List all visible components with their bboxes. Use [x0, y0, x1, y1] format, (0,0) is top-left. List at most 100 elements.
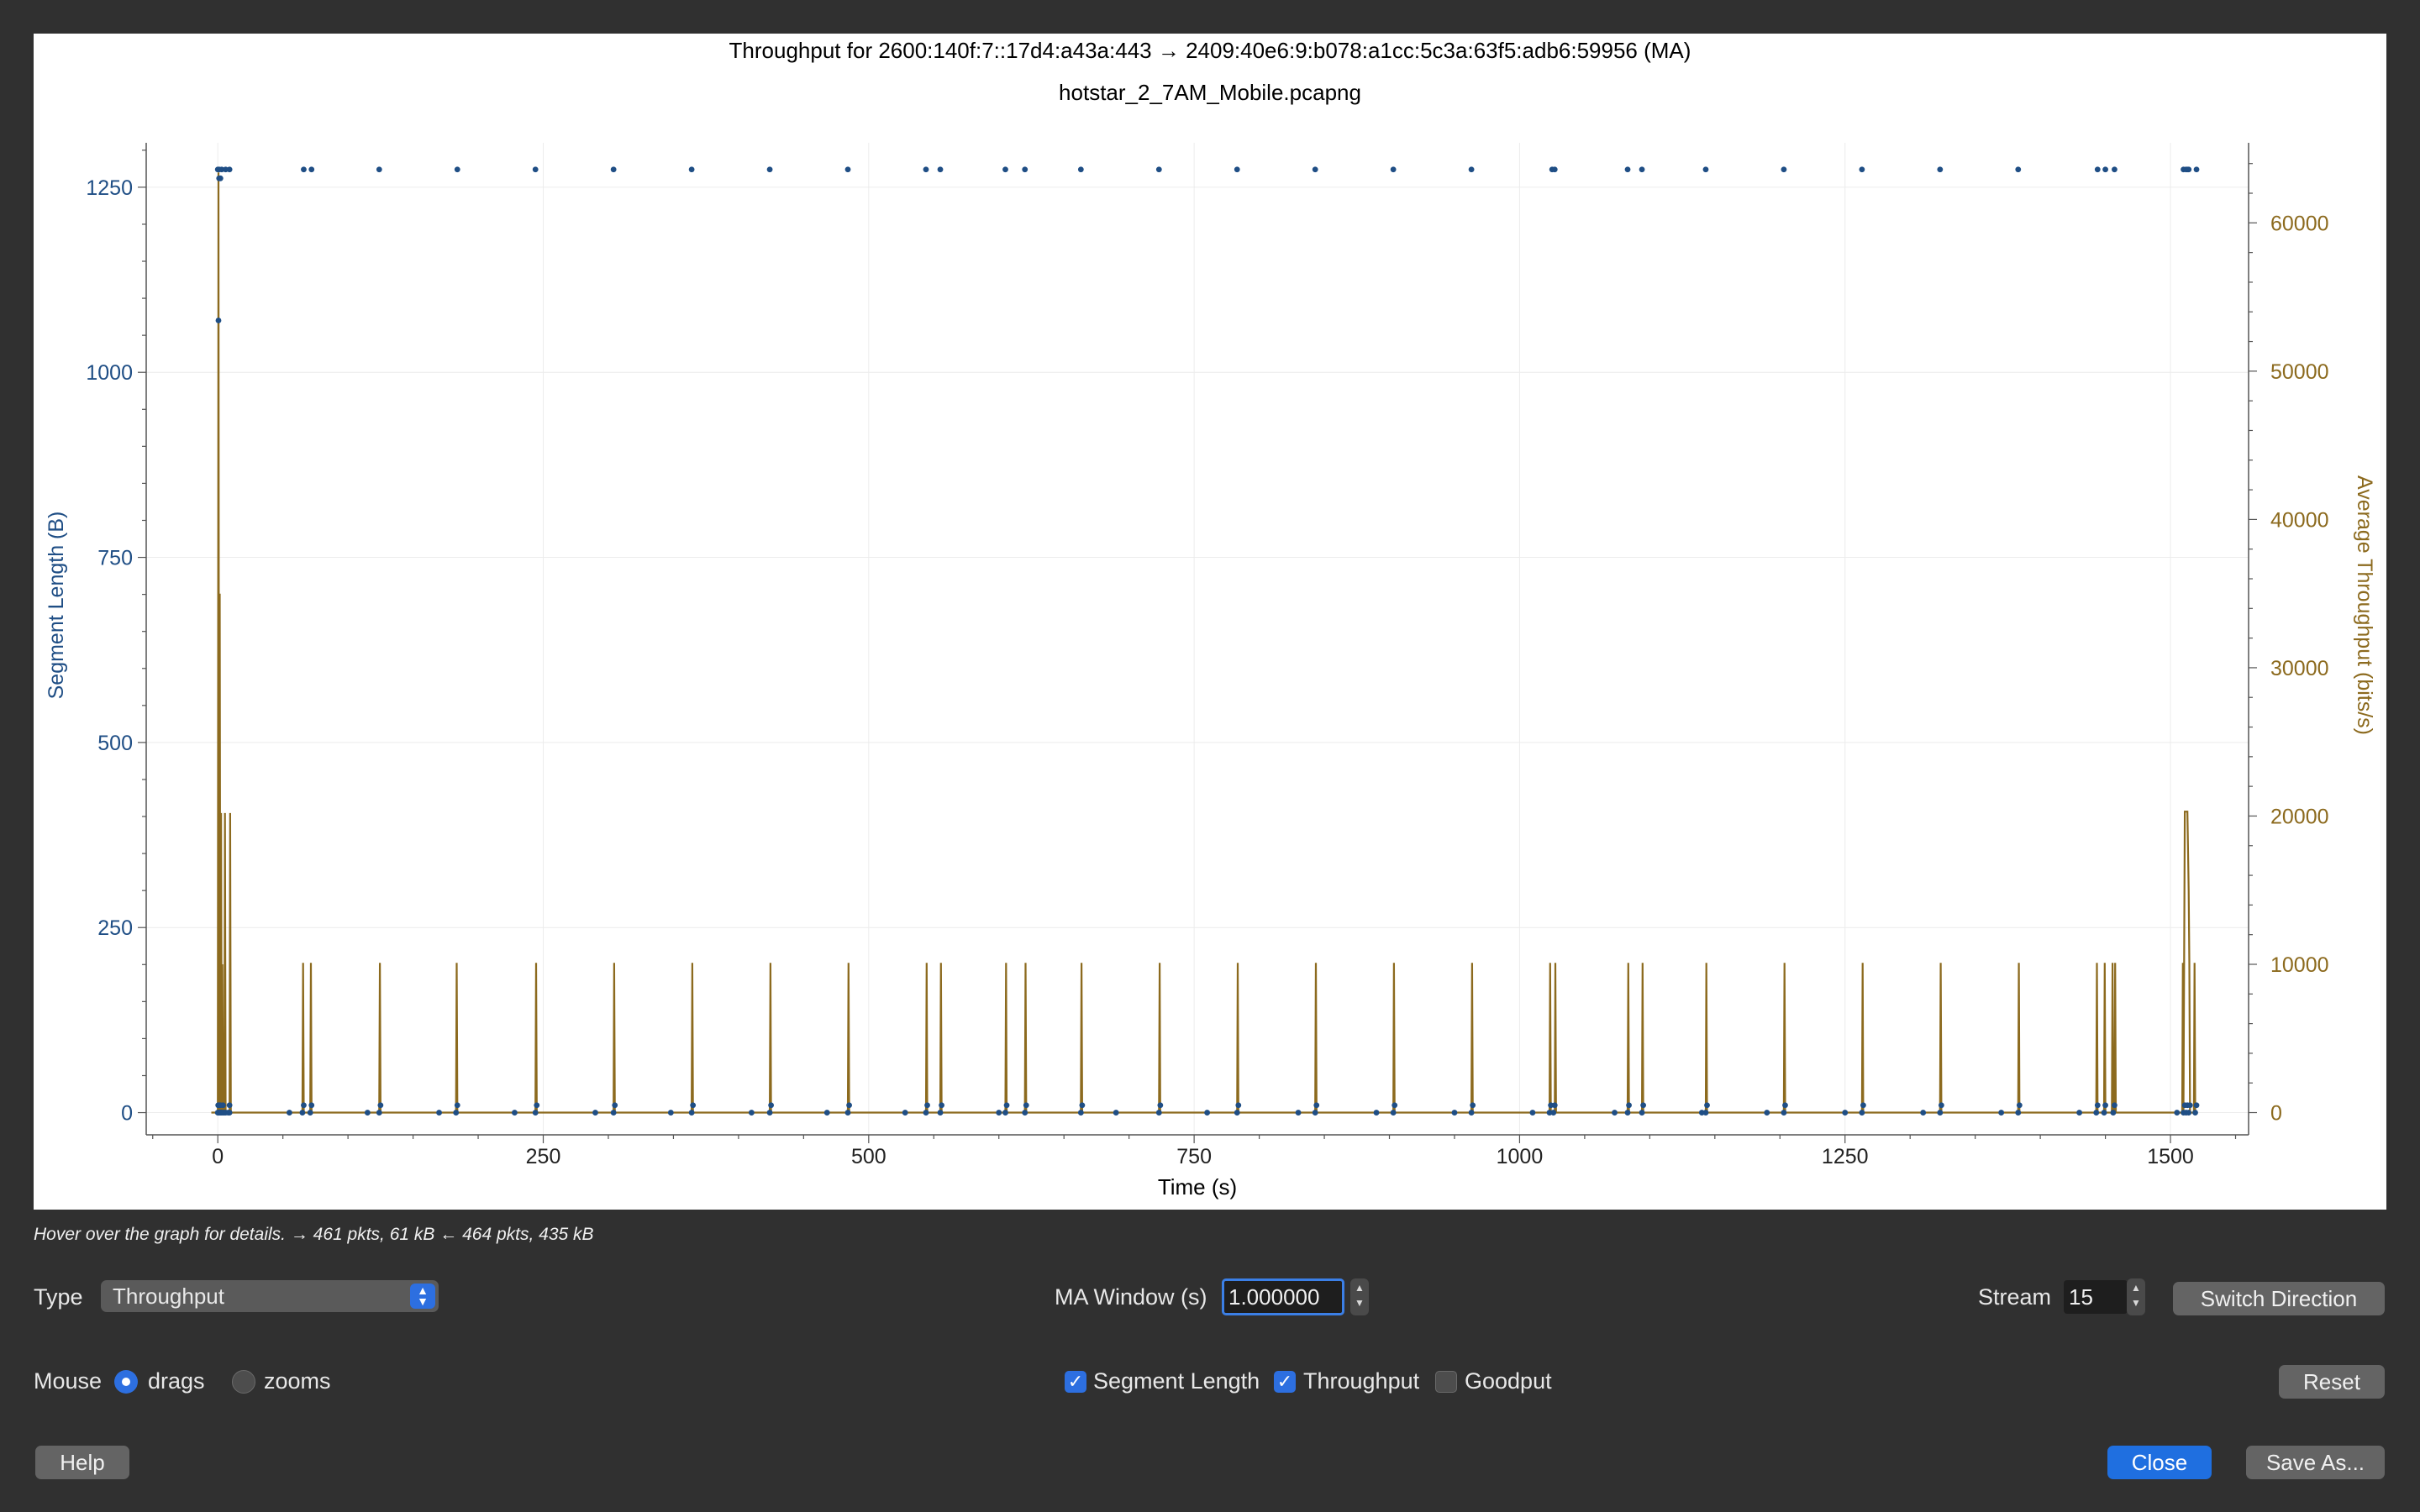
segment-length-point — [2192, 1110, 2198, 1116]
segment-length-point — [301, 166, 307, 173]
help-button[interactable]: Help — [35, 1446, 129, 1479]
segment-length-point — [1550, 1110, 1557, 1116]
type-label: Type — [34, 1284, 83, 1310]
segment-length-point — [1002, 166, 1008, 173]
segment-length-point — [1920, 1110, 1927, 1116]
segment-length-point — [1234, 1110, 1240, 1116]
radio-drags[interactable] — [114, 1370, 138, 1394]
segment-length-point — [1764, 1110, 1770, 1116]
status-text: Hover over the graph for details. → 461 … — [34, 1225, 594, 1244]
segment-length-point — [1639, 166, 1645, 173]
segment-length-point — [923, 166, 929, 173]
segment-length-point — [1373, 1110, 1380, 1116]
y-tick-label-right: 0 — [2270, 1102, 2282, 1126]
segment-length-point — [1938, 1102, 1944, 1109]
segment-length-point — [2094, 1102, 2101, 1109]
segment-length-point — [1468, 166, 1475, 173]
segment-length-point — [610, 166, 617, 173]
save-as-button[interactable]: Save As... — [2246, 1446, 2385, 1479]
segment-length-point — [1002, 1110, 1008, 1116]
segment-length-point — [939, 1102, 944, 1109]
segment-length-point — [2101, 1110, 2107, 1116]
segment-length-point — [1155, 1110, 1162, 1116]
segment-length-point — [1390, 166, 1397, 173]
goodput-label[interactable]: Goodput — [1465, 1368, 1552, 1394]
radio-zooms[interactable] — [232, 1370, 255, 1394]
segment-length-point — [610, 1110, 617, 1116]
segment-length-point — [308, 166, 315, 173]
segment-length-point — [287, 1110, 292, 1116]
reset-button[interactable]: Reset — [2279, 1365, 2385, 1399]
ma-window-label: MA Window (s) — [1055, 1284, 1207, 1310]
y-tick-label-left: 250 — [97, 916, 133, 940]
segment-length-point — [1003, 1102, 1010, 1109]
ma-window-stepper[interactable]: ▲ ▼ — [1350, 1278, 1369, 1315]
type-select-value: Throughput — [113, 1284, 224, 1309]
y-tick-label-right: 50000 — [2270, 360, 2329, 384]
y-tick-label-left: 750 — [97, 547, 133, 570]
segment-length-point — [532, 166, 539, 173]
segment-length-point — [690, 1102, 697, 1109]
segment-length-point — [937, 166, 944, 173]
segment-length-point — [512, 1110, 518, 1116]
radio-drags-label[interactable]: drags — [148, 1368, 205, 1394]
segment-length-point — [1640, 1102, 1647, 1109]
radio-zooms-label[interactable]: zooms — [264, 1368, 331, 1394]
ma-window-input[interactable]: 1.000000 — [1222, 1278, 1344, 1315]
y-tick-label-left: 1250 — [86, 176, 133, 200]
segment-length-point — [534, 1102, 540, 1109]
segment-length-point — [376, 1110, 382, 1116]
switch-direction-button[interactable]: Switch Direction — [2173, 1282, 2385, 1315]
segment-length-point — [2193, 1102, 2200, 1109]
segment-length-point — [612, 1102, 618, 1109]
y-tick-label-right: 40000 — [2270, 508, 2329, 532]
segment-length-point — [1392, 1102, 1398, 1109]
segment-length-point — [1468, 1110, 1475, 1116]
stream-stepper[interactable]: ▲ ▼ — [2127, 1278, 2145, 1315]
segment-length-point — [1295, 1110, 1302, 1116]
throughput-graph[interactable]: Throughput for 2600:140f:7::17d4:a43a:44… — [34, 34, 2386, 1210]
segment-length-point — [453, 1110, 460, 1116]
segment-length-point — [1551, 166, 1558, 173]
throughput-checkbox[interactable]: ✓ — [1274, 1371, 1296, 1393]
type-select[interactable]: Throughput ▲ ▼ — [101, 1280, 439, 1312]
segment-length-point — [667, 1110, 674, 1116]
chevron-updown-icon: ▲ ▼ — [410, 1284, 435, 1309]
segment-length-point — [436, 1110, 442, 1116]
segment-length-point — [1113, 1110, 1119, 1116]
segment-length-point — [1860, 1102, 1866, 1109]
segment-length-point — [748, 1110, 755, 1116]
segment-length-point — [299, 1110, 306, 1116]
segment-length-point — [454, 166, 460, 173]
y-tick-label-right: 60000 — [2270, 212, 2329, 235]
segment-length-point — [2193, 166, 2200, 173]
segment-length-point — [215, 318, 222, 323]
segment-length-point — [1390, 1110, 1397, 1116]
segment-length-point — [1451, 1110, 1458, 1116]
segment-length-point — [2016, 1102, 2023, 1109]
segment-length-point — [996, 1110, 1002, 1116]
segment-length-point — [688, 166, 695, 173]
segment-length-point — [1204, 1110, 1211, 1116]
chart-canvas[interactable]: Throughput for 2600:140f:7::17d4:a43a:44… — [34, 34, 2386, 1210]
segment-length-point — [1782, 1102, 1788, 1109]
x-tick-label: 1250 — [1822, 1145, 1869, 1168]
segment-length-label[interactable]: Segment Length — [1093, 1368, 1260, 1394]
segment-length-point — [937, 1110, 944, 1116]
segment-length-checkbox[interactable]: ✓ — [1065, 1371, 1086, 1393]
segment-length-point — [1612, 1110, 1618, 1116]
close-button[interactable]: Close — [2107, 1446, 2212, 1479]
stream-input[interactable]: 15 — [2064, 1280, 2128, 1314]
segment-length-point — [1702, 1110, 1709, 1116]
goodput-checkbox[interactable] — [1435, 1371, 1457, 1393]
segment-length-point — [1626, 1102, 1632, 1109]
segment-length-point — [1022, 1110, 1028, 1116]
mouse-label: Mouse — [34, 1368, 103, 1394]
segment-length-point — [217, 175, 224, 181]
segment-length-point — [1546, 1110, 1553, 1116]
y-tick-label-right: 20000 — [2270, 805, 2329, 828]
segment-length-point — [1704, 1102, 1710, 1109]
segment-length-point — [1235, 1102, 1242, 1109]
y-axis-label-left: Segment Length (B) — [45, 512, 68, 700]
throughput-label[interactable]: Throughput — [1303, 1368, 1420, 1394]
